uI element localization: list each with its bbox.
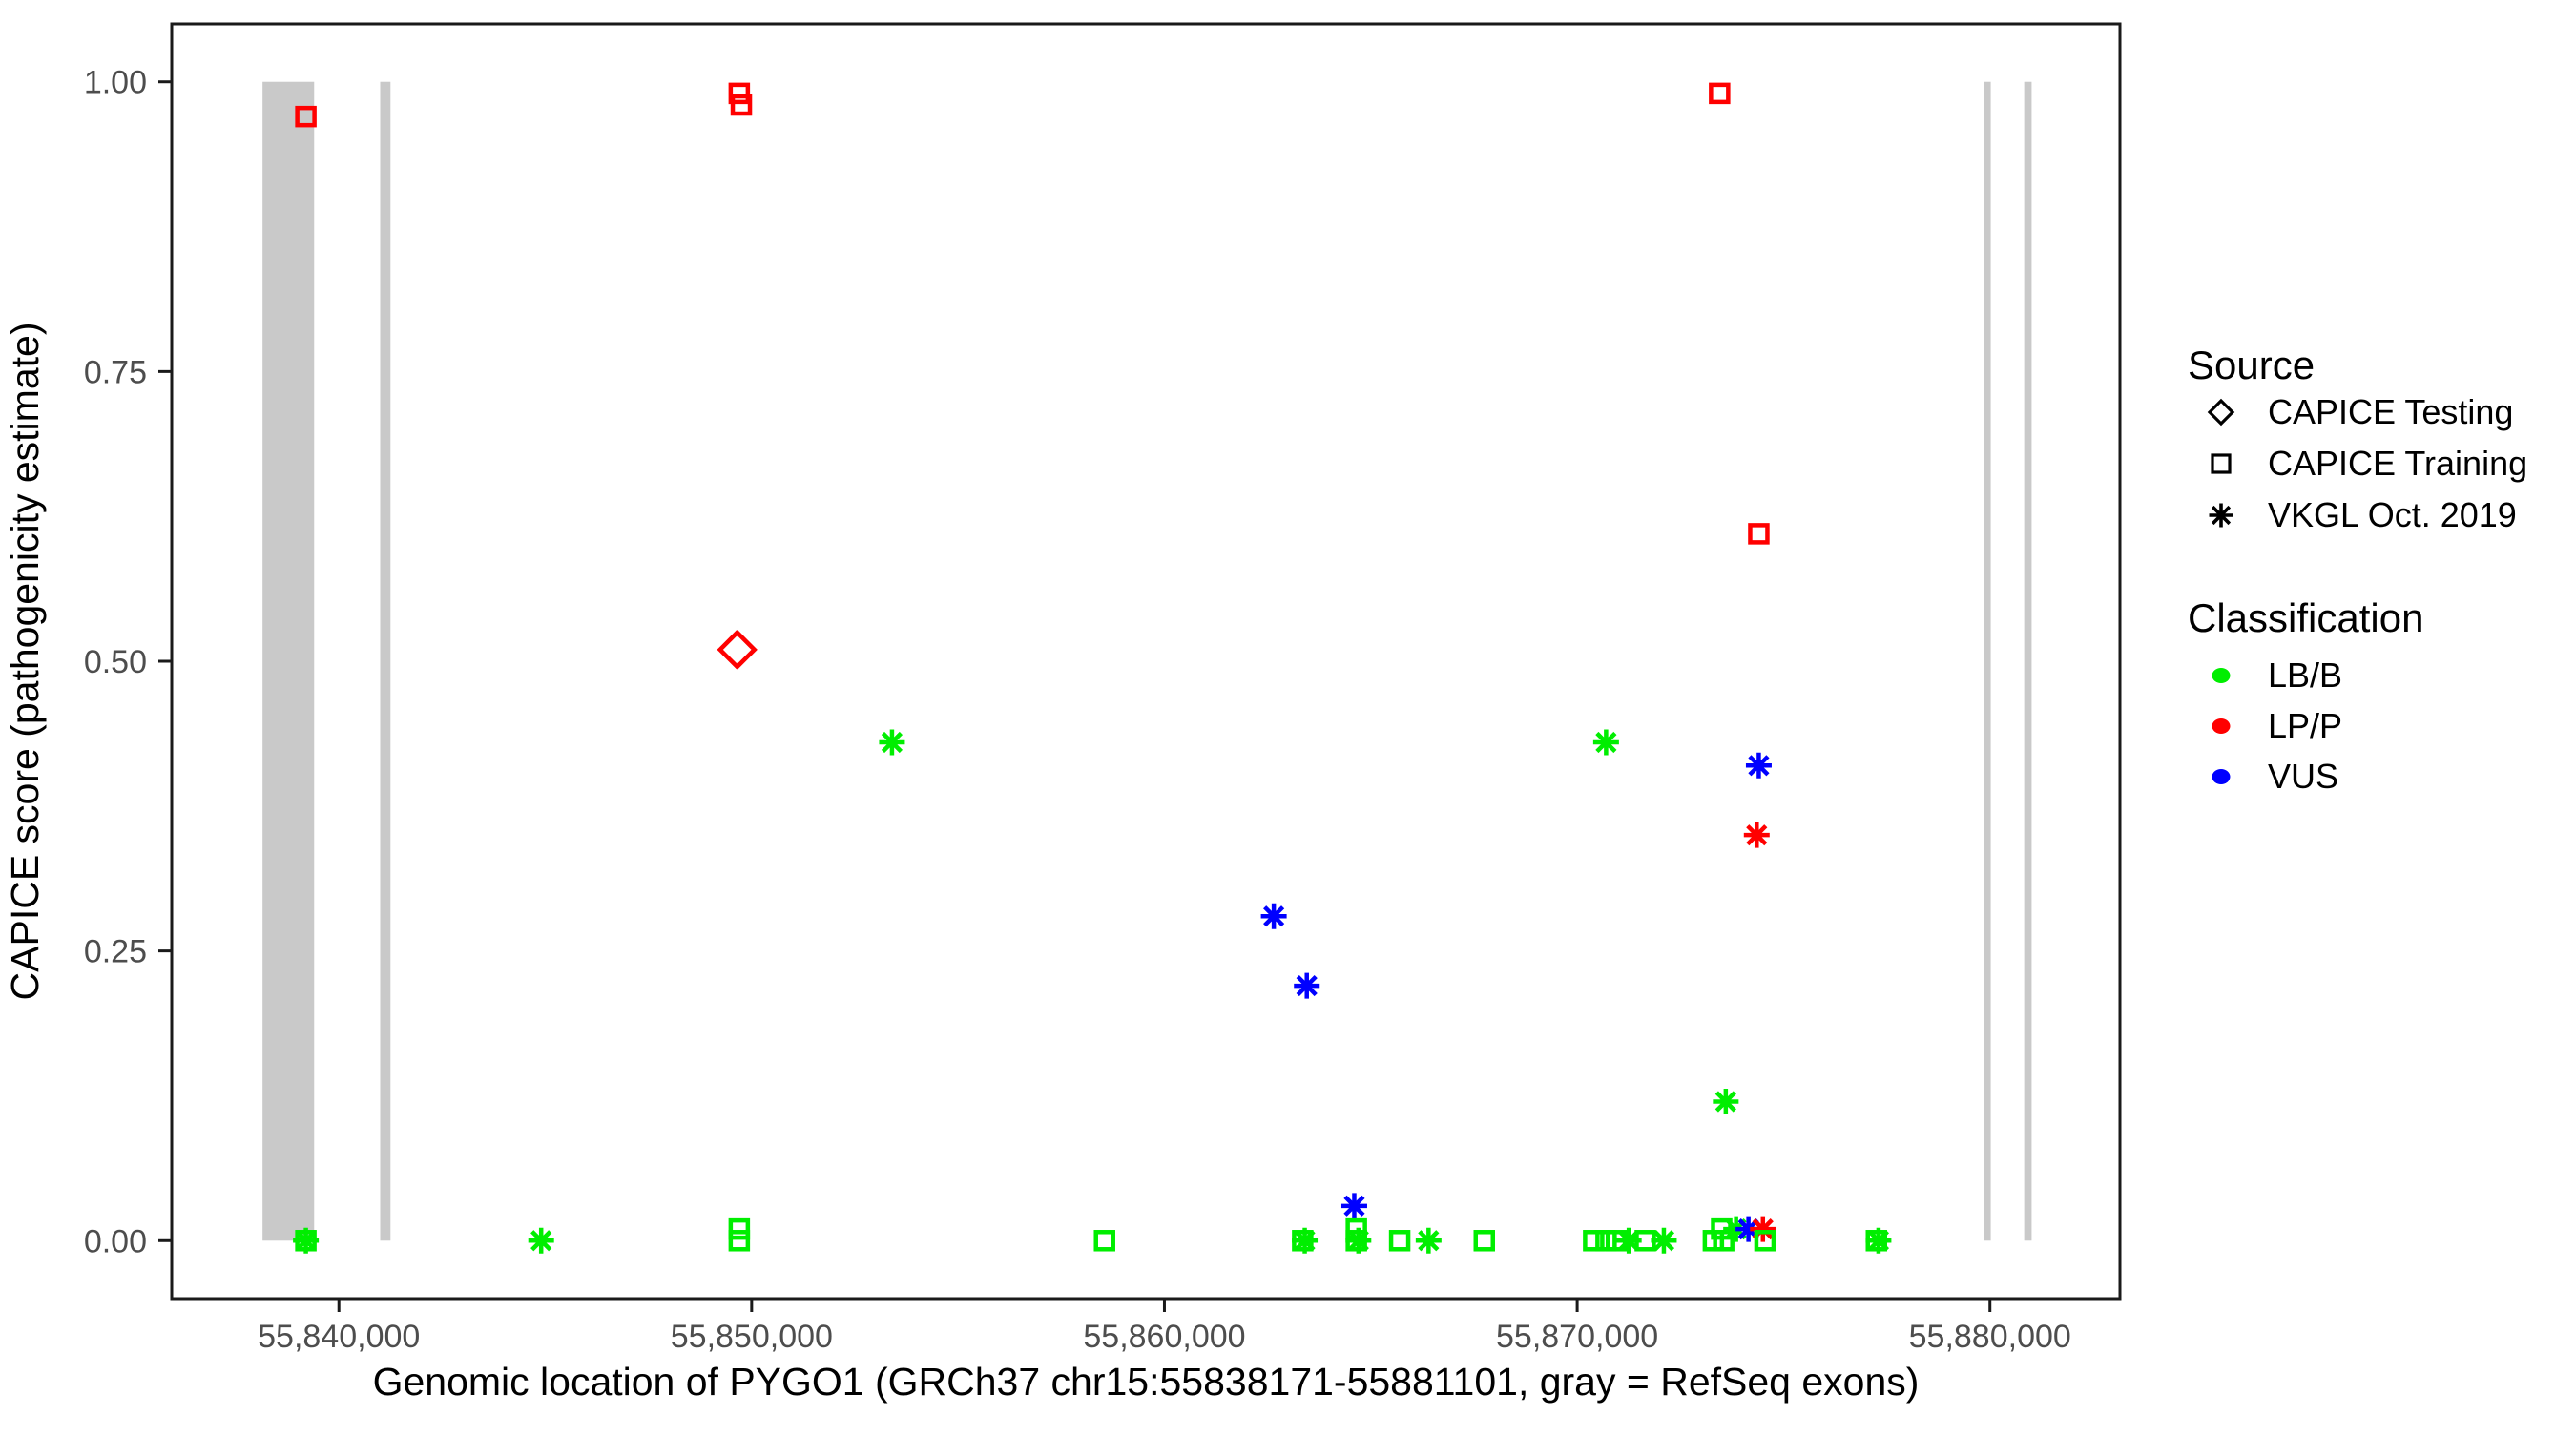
data-point-asterisk (1260, 903, 1287, 929)
data-point-square (730, 94, 753, 116)
y-tick-label: 0.00 (84, 1223, 147, 1259)
legend-classification-title: Classification (2188, 595, 2423, 640)
x-tick-label: 55,870,000 (1496, 1319, 1658, 1355)
x-tick-label: 55,860,000 (1083, 1319, 1245, 1355)
data-point-asterisk (1415, 1227, 1442, 1254)
data-point-asterisk (1592, 729, 1619, 756)
data-point-asterisk (1743, 822, 1770, 848)
y-axis-title: CAPICE score (pathogenicity estimate) (3, 323, 47, 1001)
data-point-square (295, 105, 317, 128)
square-icon (2211, 453, 2232, 474)
refseq-exon-bar (2024, 81, 2032, 1241)
data-point-square (1713, 1230, 1735, 1252)
legend-source: Source CAPICE Testing CAPICE Training VK… (2188, 343, 2527, 534)
refseq-exon-bars (262, 81, 2032, 1241)
data-point-asterisk (528, 1227, 554, 1254)
legend-item-label: CAPICE Testing (2268, 392, 2513, 431)
data-point-diamond (717, 629, 758, 671)
legend-item-vus: VUS (2212, 757, 2338, 796)
diamond-icon (2207, 398, 2235, 427)
plot-panel-border (170, 22, 2122, 1301)
data-point-square (1754, 1230, 1776, 1252)
data-point-asterisk (1750, 1216, 1776, 1242)
data-point-square (1709, 82, 1731, 105)
refseq-exon-bar (380, 81, 391, 1241)
legend-item-capice-testing: CAPICE Testing (2207, 392, 2513, 431)
x-axis-title: Genomic location of PYGO1 (GRCh37 chr15:… (373, 1360, 1920, 1404)
x-tick-label: 55,840,000 (258, 1319, 420, 1355)
data-point-asterisk (293, 1227, 320, 1254)
data-point-asterisk (1292, 1227, 1319, 1254)
legend-item-lpp: LP/P (2212, 706, 2342, 745)
refseq-exon-bar (262, 81, 315, 1241)
data-point-square (1093, 1230, 1115, 1252)
y-tick-label: 0.50 (84, 644, 147, 680)
x-tick-label: 55,880,000 (1909, 1319, 2071, 1355)
data-point-square (1473, 1230, 1496, 1252)
legend-item-label: LP/P (2268, 706, 2342, 745)
data-point-square (728, 1217, 751, 1240)
data-point-square (1583, 1230, 1605, 1252)
data-point-asterisk (1745, 752, 1772, 779)
lpp-color-dot-icon (2212, 718, 2231, 734)
legend-item-lbb: LB/B (2212, 656, 2342, 695)
legend-item-vkgl: VKGL Oct. 2019 (2209, 495, 2517, 534)
data-point-square (1388, 1230, 1411, 1252)
data-point-asterisk (1713, 1089, 1739, 1115)
data-point-square (728, 82, 751, 105)
data-point-square (728, 1230, 751, 1252)
lbb-color-dot-icon (2212, 668, 2231, 683)
data-point-asterisk (1651, 1227, 1677, 1254)
x-tick-label: 55,850,000 (671, 1319, 833, 1355)
data-point-square (1748, 523, 1770, 545)
data-point-asterisk (1615, 1227, 1642, 1254)
legend-item-label: VUS (2268, 757, 2338, 796)
y-axis-ticks: 0.00 0.25 0.50 0.75 1.00 (84, 65, 172, 1259)
legend-item-label: LB/B (2268, 656, 2342, 695)
data-point-asterisk (1345, 1227, 1372, 1254)
vus-color-dot-icon (2212, 769, 2231, 784)
legend-item-capice-training: CAPICE Training (2211, 444, 2527, 483)
legend-classification: Classification LB/B LP/P VUS (2188, 595, 2423, 796)
legend-source-title: Source (2188, 343, 2315, 387)
data-point-asterisk (1865, 1227, 1892, 1254)
data-point-asterisk (1340, 1193, 1367, 1219)
refseq-exon-bar (1984, 81, 1991, 1241)
y-tick-label: 0.75 (84, 354, 147, 390)
data-point-asterisk (1735, 1216, 1762, 1242)
data-point-asterisk (1294, 972, 1320, 999)
y-tick-label: 0.25 (84, 934, 147, 970)
legend-item-label: CAPICE Training (2268, 444, 2527, 483)
y-tick-label: 1.00 (84, 65, 147, 101)
data-point-asterisk (879, 729, 905, 756)
data-points (293, 82, 1892, 1254)
asterisk-icon (2209, 503, 2233, 528)
x-axis-ticks: 55,840,000 55,850,000 55,860,000 55,870,000… (258, 1299, 2071, 1355)
legend-item-label: VKGL Oct. 2019 (2268, 495, 2517, 534)
